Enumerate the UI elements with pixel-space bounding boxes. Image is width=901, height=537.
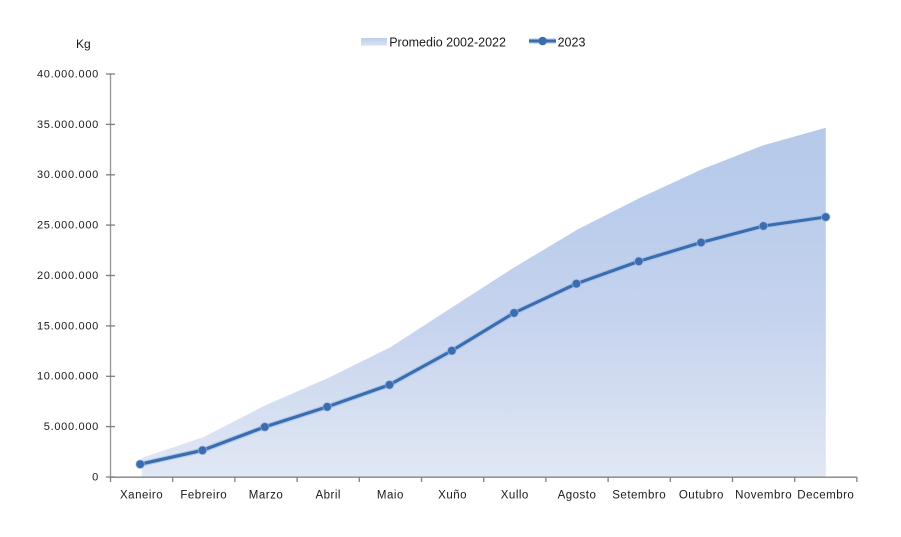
svg-text:35.000.000: 35.000.000 — [37, 119, 99, 131]
svg-text:Agosto: Agosto — [558, 490, 597, 502]
svg-text:40.000.000: 40.000.000 — [37, 68, 99, 80]
svg-text:5.000.000: 5.000.000 — [44, 421, 99, 433]
svg-text:Novembro: Novembro — [735, 490, 792, 502]
svg-text:30.000.000: 30.000.000 — [37, 169, 99, 181]
svg-text:Xuño: Xuño — [438, 490, 467, 502]
svg-text:Marzo: Marzo — [249, 490, 283, 502]
svg-text:Kg: Kg — [76, 37, 91, 51]
svg-text:Setembro: Setembro — [612, 490, 666, 502]
svg-text:Maio: Maio — [377, 490, 404, 502]
svg-text:Febreiro: Febreiro — [180, 490, 227, 502]
svg-text:0: 0 — [92, 471, 99, 483]
svg-text:Outubro: Outubro — [679, 490, 724, 502]
svg-text:2023: 2023 — [558, 36, 586, 50]
svg-text:Xullo: Xullo — [501, 490, 529, 502]
svg-text:15.000.000: 15.000.000 — [37, 320, 99, 332]
svg-text:Abril: Abril — [315, 490, 341, 502]
svg-text:Xaneiro: Xaneiro — [120, 490, 163, 502]
svg-text:25.000.000: 25.000.000 — [37, 220, 99, 232]
svg-text:20.000.000: 20.000.000 — [37, 270, 99, 282]
svg-text:10.000.000: 10.000.000 — [37, 371, 99, 383]
svg-text:Promedio 2002-2022: Promedio 2002-2022 — [389, 36, 506, 50]
svg-text:Decembro: Decembro — [797, 490, 854, 502]
